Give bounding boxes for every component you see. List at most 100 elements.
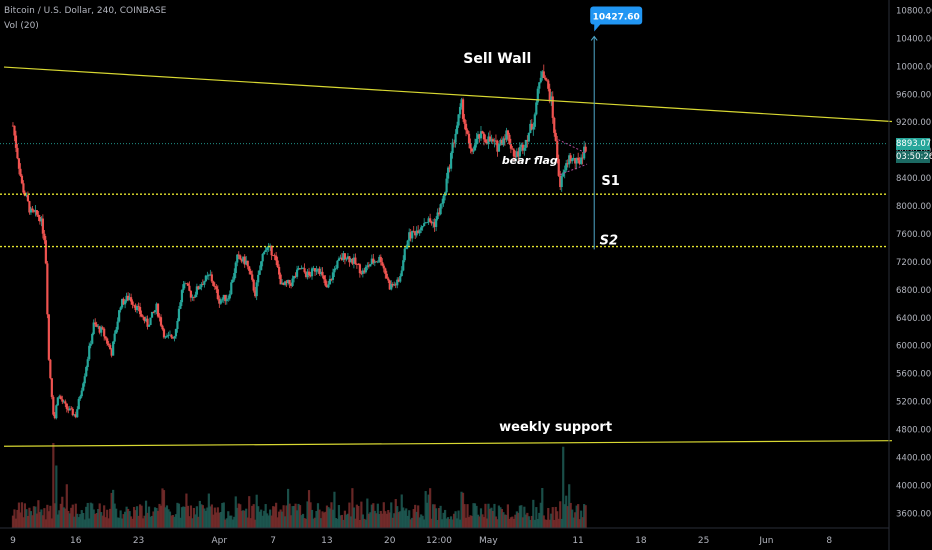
candle-body (85, 367, 88, 377)
candle-body (266, 247, 269, 251)
candle-body (119, 307, 122, 311)
volume-bar (100, 512, 103, 528)
candle-body (535, 102, 538, 115)
volume-bar (200, 504, 203, 528)
candle-body (258, 270, 261, 275)
candle-body (390, 283, 393, 290)
volume-bar (348, 502, 351, 528)
volume-bar (261, 515, 264, 528)
candle-body (408, 232, 411, 241)
candle-body (269, 245, 272, 247)
volume-bar (173, 516, 176, 528)
candle-body (76, 409, 79, 418)
volume-bar (328, 508, 332, 528)
volume-bar (219, 511, 222, 528)
candle-body (300, 268, 303, 270)
candle-body (91, 333, 94, 344)
candle-body (470, 148, 474, 152)
candle-body (379, 256, 382, 263)
candle-body (548, 88, 551, 102)
volume-bar (484, 503, 487, 528)
candle-body (397, 279, 400, 282)
candle-body (472, 150, 475, 152)
candle-body (432, 222, 435, 224)
volume-bar (231, 519, 234, 528)
candle-body (577, 157, 580, 161)
volume-bar (539, 502, 542, 528)
candle-body (433, 222, 436, 227)
volume-bar (104, 517, 107, 528)
candle-body (64, 401, 67, 404)
candle-body (239, 255, 242, 260)
volume-bar (118, 517, 121, 528)
candle-body (28, 201, 31, 213)
candle-body (197, 286, 200, 290)
volume-bar (345, 514, 348, 528)
volume-bar (201, 505, 204, 528)
volume-bar (121, 518, 124, 528)
time-tick-label: 7 (270, 536, 276, 546)
volume-bar (115, 508, 118, 528)
candle-body (144, 318, 148, 322)
candle-body (89, 343, 92, 346)
volume-bar (301, 513, 305, 528)
volume-bar (23, 503, 27, 528)
volume-bar (197, 516, 200, 528)
time-tick-label: Apr (211, 536, 227, 546)
volume-bar (138, 504, 142, 528)
candle-body (508, 134, 511, 145)
volume-bar (180, 507, 184, 528)
volume-bar (488, 508, 492, 528)
candle-body (189, 290, 193, 298)
candle-body (209, 274, 212, 276)
candle-body (575, 157, 578, 164)
time-axis: 9 16 23 Apr 7 13 20 12:00 May 11 18 25 Jun 8 (0, 527, 889, 546)
candle-body (152, 311, 155, 313)
volume-bar (167, 509, 170, 528)
volume-bar (254, 519, 257, 528)
price-tick-label: 4000.00 (896, 481, 931, 491)
volume-bar (346, 513, 350, 528)
candle-body (260, 261, 263, 271)
candle-body (469, 143, 472, 149)
volume-bar (569, 502, 572, 528)
volume-bar (472, 503, 475, 528)
volume-bar (409, 519, 412, 528)
volume-bar (415, 511, 418, 528)
candle-body (50, 378, 53, 397)
volume-bar (158, 503, 161, 528)
candle-body (506, 130, 509, 135)
volume-bar (107, 518, 110, 528)
volume-bar (574, 512, 577, 528)
volume-bar (396, 506, 399, 528)
volume-bar (562, 446, 565, 528)
candle-body (176, 320, 179, 329)
volume-bar (41, 515, 44, 528)
price-axis: 3600.00 4000.00 4400.00 4800.00 5200.00 5600.… (888, 0, 932, 550)
candle-body (278, 266, 281, 275)
volume-bar (557, 518, 560, 528)
volume-bar (185, 493, 188, 528)
candle-body (482, 133, 486, 140)
candle-body (315, 269, 318, 272)
candle-body (324, 279, 327, 286)
time-tick-label: 20 (384, 536, 396, 546)
volume-bar (427, 494, 430, 528)
candle-body (272, 255, 275, 257)
volume-bar (44, 519, 47, 528)
candle-body (94, 322, 97, 325)
candle-body (233, 273, 236, 280)
candle-body (107, 343, 110, 346)
volume-bar (267, 515, 270, 528)
volume-bar (518, 505, 521, 528)
candle-body (80, 390, 83, 397)
volume-bar (464, 517, 468, 528)
volume-bar (551, 507, 554, 528)
volume-bar (242, 510, 245, 528)
volume-bar (466, 504, 469, 528)
candle-body (411, 230, 414, 239)
volume-bar (116, 517, 119, 528)
candle-body (478, 134, 481, 139)
candle-body (455, 125, 459, 134)
